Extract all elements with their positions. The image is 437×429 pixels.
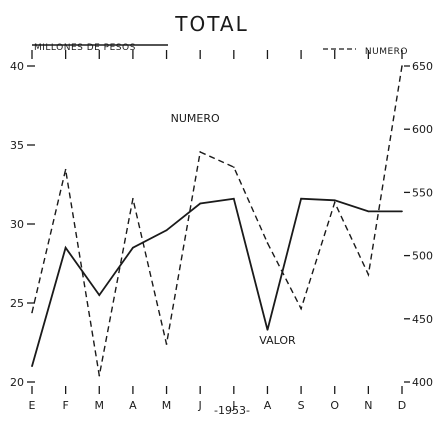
left-axis-label: MILLONES DE PESOS (34, 43, 136, 53)
valor-point (300, 197, 302, 200)
valor-point (132, 246, 134, 249)
x-tick-label: F (62, 399, 68, 412)
numero-point (98, 374, 101, 377)
chart-title: TOTAL (174, 12, 248, 36)
right-tick-label: 600 (412, 123, 433, 136)
left-tick-label: 40 (10, 60, 24, 73)
x-tick-label: M (95, 399, 105, 412)
numero-point (64, 168, 67, 171)
x-tick-label: D (398, 399, 406, 412)
x-tick-label: E (29, 399, 36, 412)
left-tick-label: 30 (10, 218, 24, 231)
valor-point (333, 199, 336, 202)
numero-annotation: NUMERO (171, 112, 220, 125)
numero-point (300, 307, 302, 310)
x-tick-label: M (162, 399, 172, 412)
numero-point (132, 197, 134, 200)
right-tick-label: 550 (412, 186, 433, 199)
x-tick-label: J (198, 399, 202, 412)
right-axis-label: NUMERO (365, 47, 408, 57)
numero-point (31, 311, 33, 314)
numero-point (199, 151, 201, 153)
valor-point (266, 329, 269, 331)
numero-point (401, 65, 403, 67)
right-tick-label: 650 (412, 60, 433, 73)
valor-point (64, 246, 67, 249)
right-tick-label: 450 (412, 313, 433, 326)
x-tick-label: A (264, 399, 272, 412)
left-tick-label: 20 (10, 376, 24, 389)
x-axis-caption: -1953- (214, 404, 250, 417)
valor-point (31, 365, 33, 368)
numero-point (233, 166, 235, 168)
right-tick-label: 400 (412, 376, 433, 389)
numero-series-line (31, 65, 403, 376)
axes: E F M A M J J A S O N D 20 25 30 35 40 400 450 500 550 600 650 (10, 44, 433, 412)
right-tick-label: 500 (412, 250, 433, 263)
annotations: NUMERO VALOR (171, 112, 296, 347)
valor-point (199, 202, 201, 205)
x-tick-label: J (231, 399, 235, 412)
valor-annotation: VALOR (259, 334, 296, 347)
numero-point (333, 201, 336, 204)
numero-point (165, 343, 168, 345)
numero-point (367, 273, 370, 276)
valor-point (233, 197, 235, 200)
valor-point (401, 210, 403, 213)
series-group (31, 65, 403, 377)
valor-point (367, 210, 370, 213)
left-tick-label: 35 (10, 139, 24, 152)
x-tick-label: N (364, 399, 372, 412)
x-tick-label: A (129, 399, 137, 412)
x-tick-label: O (330, 399, 339, 412)
numero-point (266, 242, 269, 244)
valor-point (165, 229, 168, 232)
left-tick-label: 25 (10, 297, 24, 310)
valor-series-line (31, 197, 402, 367)
x-tick-label: S (298, 399, 305, 412)
valor-point (98, 294, 101, 296)
